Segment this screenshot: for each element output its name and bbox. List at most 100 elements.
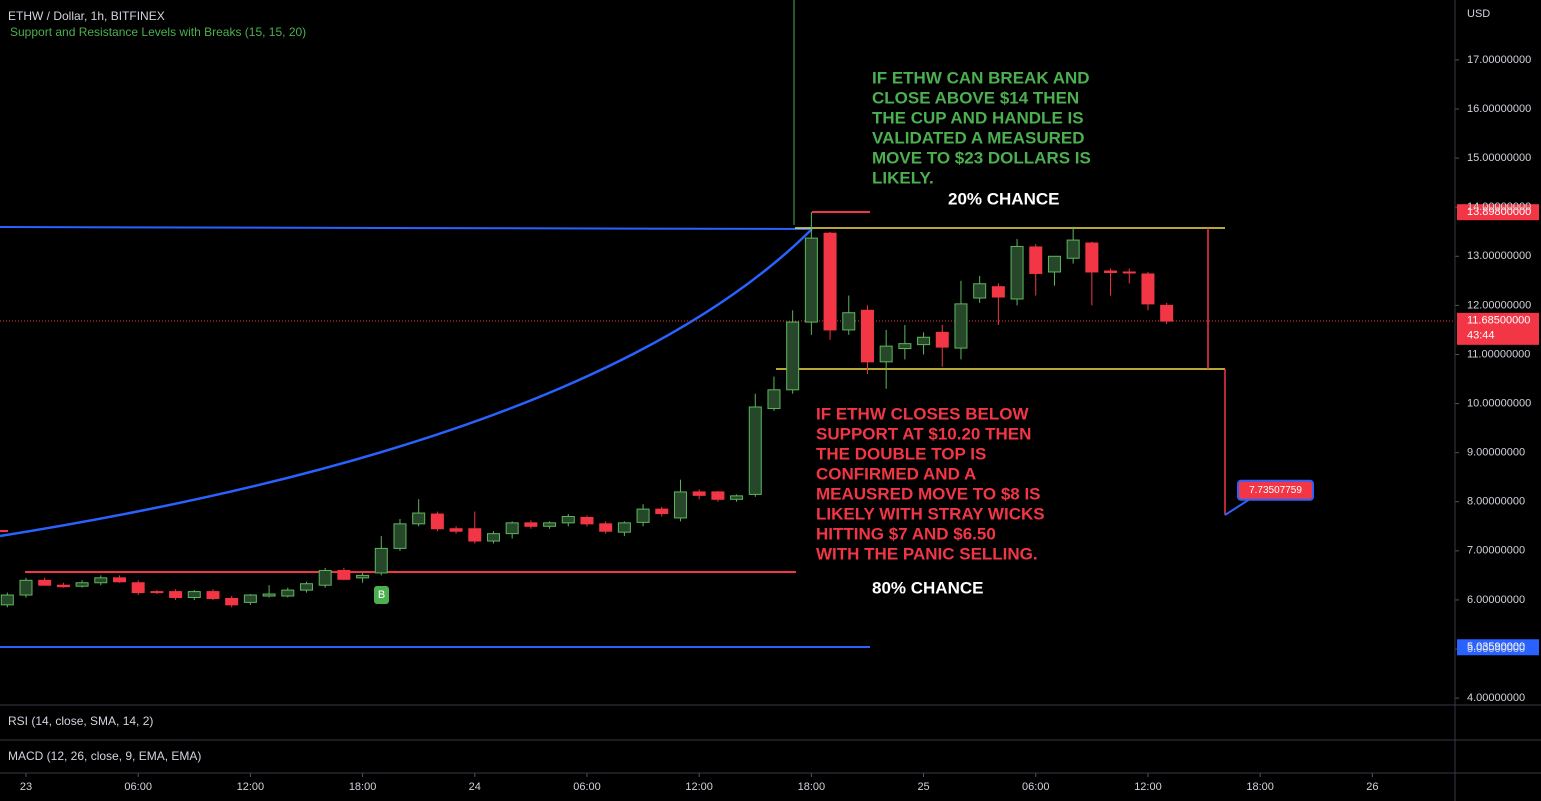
- candle-body: [356, 574, 370, 579]
- candle-body: [804, 237, 818, 323]
- candle-body: [38, 579, 52, 586]
- candle-body: [898, 343, 912, 350]
- candle-body: [599, 523, 613, 532]
- annotation-line: IF ETHW CLOSES BELOW: [816, 404, 1029, 423]
- annotation-line: SUPPORT AT $10.20 THEN: [816, 424, 1031, 443]
- x-tick-label: 25: [917, 781, 929, 793]
- candle-body: [187, 591, 201, 598]
- candle-body: [449, 528, 463, 532]
- countdown: 43:44: [1467, 330, 1495, 342]
- candle-body: [206, 591, 220, 599]
- candle-body: [281, 589, 295, 597]
- candle-body: [860, 309, 874, 363]
- candle-body: [636, 508, 650, 523]
- candle-body: [1122, 271, 1136, 274]
- candle-body: [94, 577, 108, 584]
- annotation-line: IF ETHW CAN BREAK AND: [872, 68, 1090, 87]
- candle-body: [56, 584, 70, 588]
- annotation-line: HITTING $7 AND $6.50: [816, 524, 996, 543]
- annotation-line: WITH THE PANIC SELLING.: [816, 544, 1038, 563]
- candle-body: [243, 594, 257, 603]
- y-tick-label: 12.00000000: [1467, 299, 1531, 311]
- x-tick-label: 26: [1366, 781, 1378, 793]
- candles: [0, 212, 1174, 608]
- candle-body: [75, 582, 89, 587]
- x-tick-label: 06:00: [124, 781, 152, 793]
- candle-body: [412, 512, 426, 525]
- annotation-line: LIKELY.: [872, 168, 934, 187]
- price-tag-label: 5.03590000: [1467, 641, 1525, 653]
- price-tag-label: 13.89800000: [1467, 206, 1531, 218]
- y-tick-label: 6.00000000: [1467, 594, 1525, 606]
- candle-body: [954, 303, 968, 349]
- candle-body: [580, 516, 594, 525]
- currency: USD: [1467, 8, 1490, 20]
- candle-body: [0, 594, 14, 606]
- annotation-line: VALIDATED A MEASURED: [872, 128, 1085, 147]
- candle-body: [842, 312, 856, 331]
- x-tick-label: 12:00: [685, 781, 713, 793]
- y-tick-label: 4.00000000: [1467, 692, 1525, 704]
- candle-body: [655, 508, 669, 515]
- trend-line: [0, 226, 813, 230]
- candle-body: [935, 331, 949, 348]
- candle-body: [786, 321, 800, 391]
- x-tick-label: 18:00: [798, 781, 826, 793]
- candle-body: [711, 491, 725, 500]
- y-tick-label: 16.00000000: [1467, 103, 1531, 115]
- candle-body: [169, 591, 183, 598]
- candle-body: [767, 389, 781, 409]
- candle-body: [468, 528, 482, 542]
- price-tag: [1457, 204, 1539, 221]
- price-tag: [1457, 312, 1539, 345]
- annotation-line: MEAUSRED MOVE TO $8 IS: [816, 484, 1041, 503]
- macd-label: MACD (12, 26, close, 9, EMA, EMA): [8, 749, 201, 763]
- chart-title: ETHW / Dollar, 1h, BITFINEX: [8, 9, 165, 23]
- y-tick-label: 17.00000000: [1467, 54, 1531, 66]
- candle-body: [1141, 273, 1155, 305]
- break-marker: B: [378, 589, 385, 601]
- candle-body: [299, 583, 313, 591]
- x-tick-label: 12:00: [237, 781, 265, 793]
- y-tick-label: 10.00000000: [1467, 397, 1531, 409]
- candle-body: [617, 522, 631, 533]
- break-marker-box: [374, 586, 389, 604]
- annotation-line: CONFIRMED AND A: [816, 464, 976, 483]
- annotation-line: THE DOUBLE TOP IS: [816, 444, 986, 463]
- cup-curve: [0, 228, 813, 538]
- candle-body: [730, 495, 744, 500]
- target-callout: [1237, 479, 1314, 501]
- candle-body: [131, 582, 145, 594]
- rsi-label: RSI (14, close, SMA, 14, 2): [8, 714, 153, 728]
- x-tick-label: 23: [20, 781, 32, 793]
- candle-body: [19, 579, 33, 596]
- candle-body: [505, 522, 519, 535]
- candle-body: [561, 515, 575, 524]
- candle-body: [1104, 270, 1118, 273]
- candle-body: [225, 597, 239, 606]
- price-tags: 13.89800000 11.68500000 43:44 5.03590000 7.7…: [1237, 204, 1539, 656]
- candle-body: [1160, 304, 1174, 322]
- y-tick-label: 7.00000000: [1467, 545, 1525, 557]
- candle-body: [917, 336, 931, 346]
- candle-body: [748, 406, 762, 495]
- candle-body: [673, 491, 687, 519]
- candle-body: [991, 286, 1005, 298]
- chance-down: 80% CHANCE: [872, 578, 983, 597]
- candle-body: [430, 513, 444, 530]
- candle-body: [543, 522, 557, 527]
- candle-body: [1085, 242, 1099, 273]
- candle-body: [318, 569, 332, 586]
- candle-body: [524, 522, 538, 527]
- candle-body: [374, 547, 388, 574]
- candle-body: [973, 283, 987, 299]
- candle-body: [692, 491, 706, 496]
- target-label: 7.73507759: [1249, 485, 1302, 496]
- candle-body: [393, 523, 407, 549]
- x-tick-label: 24: [469, 781, 481, 793]
- candle-body: [1010, 245, 1024, 300]
- annotation-line: LIKELY WITH STRAY WICKS: [816, 504, 1045, 523]
